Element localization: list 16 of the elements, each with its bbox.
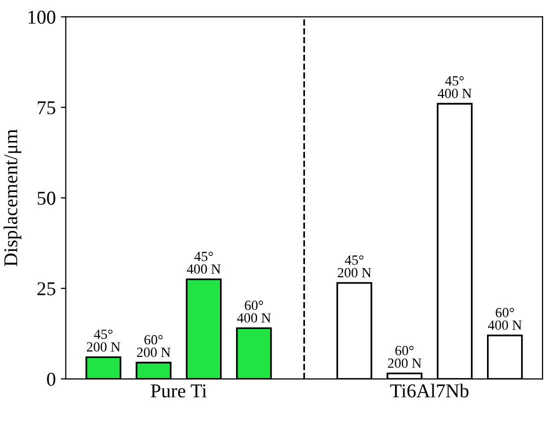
y-tick-label: 100 xyxy=(28,10,56,24)
text: 45° 400 N xyxy=(438,76,472,98)
text: 60° 400 N xyxy=(488,308,522,330)
series-label: 45° 400 N xyxy=(186,252,221,274)
y-tick-label: 75 xyxy=(38,101,56,114)
y-axis-title: Displacement/μm xyxy=(4,129,22,266)
y-tick-label: 50 xyxy=(38,192,56,205)
series-label: 45° 200 N xyxy=(338,255,372,278)
series-label: 60° 400 N xyxy=(237,300,271,323)
y-tick-label: 0 xyxy=(47,372,56,386)
y-tick-label: 25 xyxy=(37,282,56,296)
series-label: 60° 200 N xyxy=(137,335,170,358)
x-tick-label: Pure Ti xyxy=(150,384,207,398)
text: 45° 200 N xyxy=(86,330,120,352)
x-tick-label: Ti6Al7Nb xyxy=(390,384,468,398)
text: 60° 200 N xyxy=(388,346,422,368)
